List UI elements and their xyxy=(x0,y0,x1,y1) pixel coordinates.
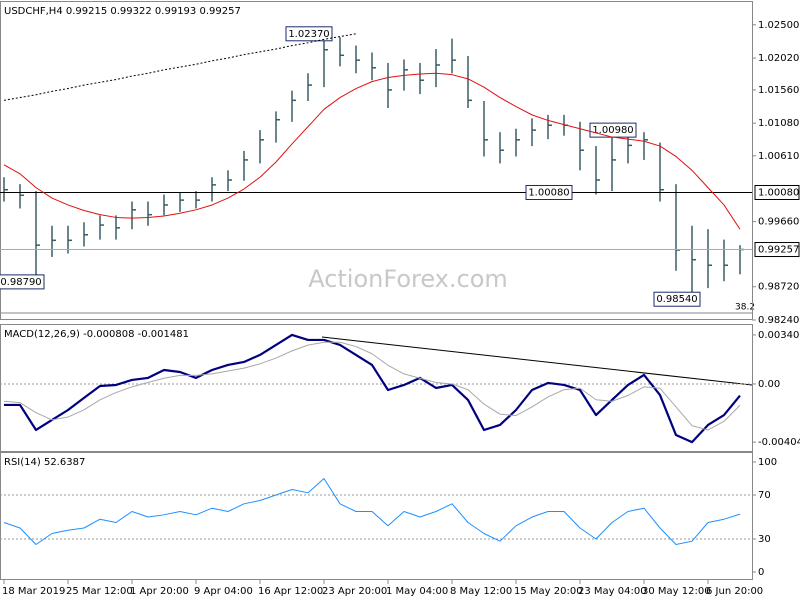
y-tick-label: 0.98240 xyxy=(758,315,799,326)
series-line xyxy=(3,341,741,431)
annotation: 1.00980 xyxy=(592,125,633,136)
y-tick-label: 0.98720 xyxy=(758,282,799,293)
y-tick-label: 1.01080 xyxy=(758,118,799,129)
level-box xyxy=(754,184,800,200)
annotation-box xyxy=(653,291,701,307)
series-line xyxy=(4,333,741,444)
x-tick-label: 23 May 04:00 xyxy=(578,586,647,597)
annotation: 0.98540 xyxy=(656,294,697,305)
annotation-box xyxy=(525,184,573,200)
y-tick-label: 30 xyxy=(758,534,771,545)
panel-frame xyxy=(0,452,753,580)
y-tick-label: -0.004043 xyxy=(758,437,800,448)
y-tick-label: 0 xyxy=(758,567,764,578)
annotation-box xyxy=(285,26,333,42)
fib-label: 38.2 xyxy=(735,303,755,313)
y-tick-label: 70 xyxy=(758,490,771,501)
last-price-label: 0.99257 xyxy=(758,245,799,256)
x-tick-label: 1 Apr 20:00 xyxy=(130,586,189,597)
annotation-box xyxy=(0,274,45,290)
y-tick-label: 1.02020 xyxy=(758,53,799,64)
y-tick-label: 1.00610 xyxy=(758,151,799,162)
y-tick-label: 1.01560 xyxy=(758,85,799,96)
series-line xyxy=(3,72,741,230)
y-tick-label: 1.02500 xyxy=(758,20,799,31)
y-tick-label: 0.003409 xyxy=(758,330,800,341)
panel-title: USDCHF,H4 0.99215 0.99322 0.99193 0.9925… xyxy=(4,6,241,17)
last-price-box xyxy=(754,242,800,258)
y-tick-label: 100 xyxy=(758,457,777,468)
annotation: 1.02370 xyxy=(288,29,329,40)
panel-title: MACD(12,26,9) -0.000808 -0.001481 xyxy=(4,329,189,340)
x-tick-label: 16 Apr 12:00 xyxy=(258,586,323,597)
x-tick-label: 30 May 12:00 xyxy=(642,586,711,597)
watermark: ActionForex.com xyxy=(308,265,508,293)
x-tick-label: 15 May 20:00 xyxy=(514,586,583,597)
x-tick-label: 18 Mar 2019 xyxy=(2,586,65,597)
x-tick-label: 6 Jun 20:00 xyxy=(706,586,763,597)
panel-title: RSI(14) 52.6387 xyxy=(4,457,85,468)
annotation: 1.00080 xyxy=(528,187,569,198)
y-tick-label: 0.00 xyxy=(758,379,780,390)
y-tick-label: 0.99660 xyxy=(758,217,799,228)
trend-line xyxy=(321,336,753,386)
series-line xyxy=(3,478,741,545)
panel-frame xyxy=(0,324,753,452)
x-tick-label: 9 Apr 04:00 xyxy=(194,586,253,597)
level-label: 1.00080 xyxy=(758,187,799,198)
x-tick-label: 25 Mar 12:00 xyxy=(66,586,133,597)
x-tick-label: 1 May 04:00 xyxy=(386,586,448,597)
x-tick-label: 8 May 12:00 xyxy=(450,586,512,597)
panel-frame xyxy=(0,1,753,320)
annotation: 0.98790 xyxy=(0,277,41,288)
x-tick-label: 23 Apr 20:00 xyxy=(322,586,387,597)
